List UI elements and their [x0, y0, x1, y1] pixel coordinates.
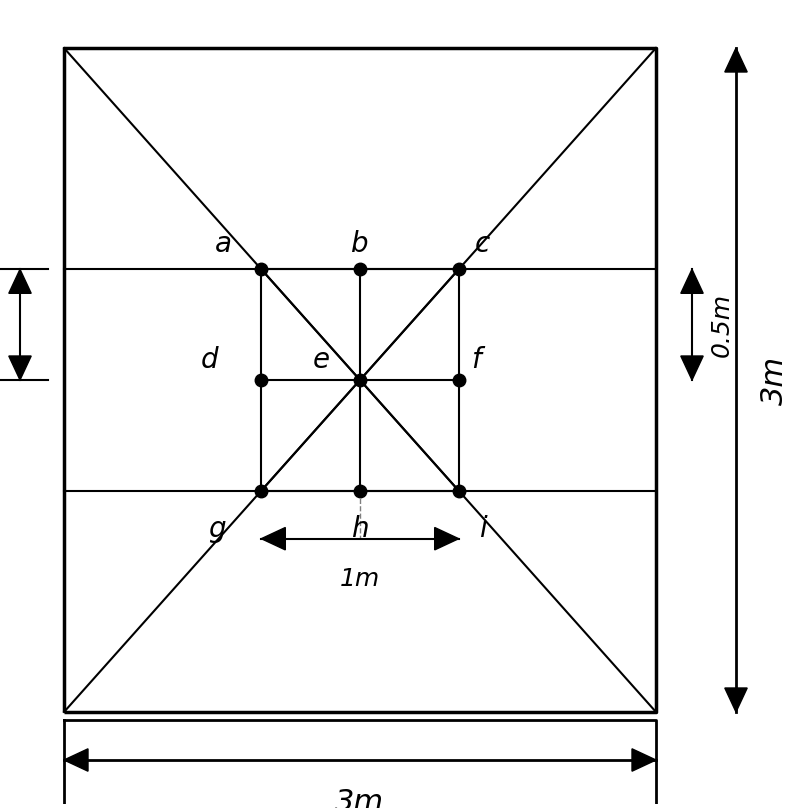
- Text: 3m: 3m: [760, 356, 789, 405]
- Text: a: a: [214, 229, 231, 258]
- Polygon shape: [632, 749, 656, 771]
- Text: 1m: 1m: [340, 566, 380, 591]
- Polygon shape: [725, 48, 747, 72]
- Text: 1m: 1m: [0, 305, 2, 345]
- Text: c: c: [475, 229, 490, 258]
- Polygon shape: [9, 356, 31, 380]
- Text: 3m: 3m: [335, 788, 385, 808]
- Text: 0.5m: 0.5m: [710, 292, 734, 356]
- Text: d: d: [201, 346, 218, 374]
- Polygon shape: [64, 749, 88, 771]
- Polygon shape: [681, 269, 703, 293]
- Polygon shape: [262, 528, 286, 550]
- Text: b: b: [351, 229, 369, 258]
- Polygon shape: [725, 688, 747, 712]
- Polygon shape: [434, 528, 458, 550]
- Text: e: e: [313, 346, 330, 374]
- Polygon shape: [9, 269, 31, 293]
- Text: g: g: [209, 515, 226, 543]
- Text: i: i: [479, 515, 486, 543]
- Text: h: h: [351, 515, 369, 543]
- Polygon shape: [681, 356, 703, 380]
- Text: f: f: [471, 346, 481, 374]
